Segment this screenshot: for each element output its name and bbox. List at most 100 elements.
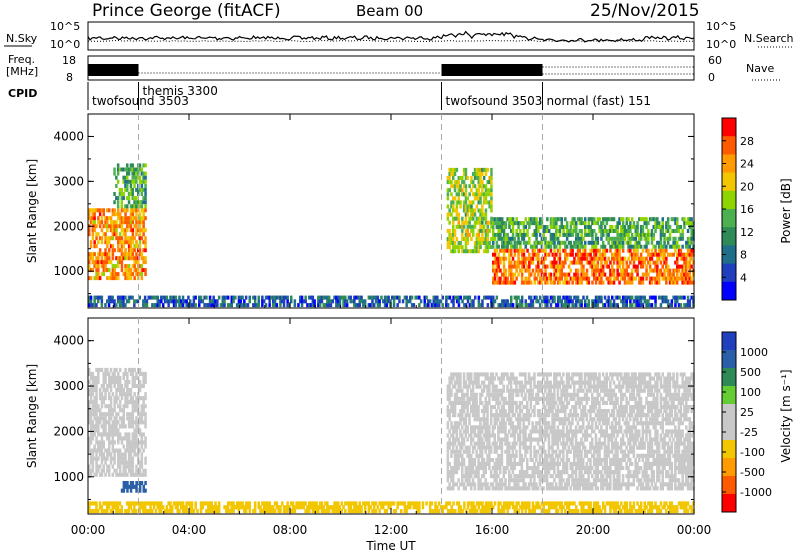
velocity-cell [106, 464, 109, 469]
velocity-cell [488, 453, 491, 458]
power-cell [120, 216, 124, 221]
power-cell [493, 299, 497, 304]
velocity-cell [526, 413, 529, 418]
power-cell [138, 220, 142, 225]
power-cell [131, 236, 135, 241]
power-cell [526, 240, 529, 245]
power-cell [517, 232, 520, 237]
power-cell [529, 221, 533, 226]
velocity-cell [93, 448, 96, 453]
velocity-cell [461, 441, 464, 446]
power-cell [111, 232, 115, 237]
power-cell [654, 225, 657, 229]
power-cell [89, 256, 93, 261]
power-cell [137, 248, 140, 253]
power-cell [535, 240, 538, 245]
power-cell [367, 303, 371, 308]
power-cell [93, 224, 96, 229]
velocity-cell [480, 482, 484, 487]
velocity-cell [95, 412, 98, 417]
velocity-cell [500, 388, 504, 393]
power-cell [605, 260, 609, 265]
velocity-cell [133, 384, 136, 389]
power-cell [575, 225, 578, 229]
power-cell [526, 280, 529, 285]
velocity-cell [571, 461, 574, 466]
power-cell [520, 280, 524, 285]
power-cell [131, 232, 135, 237]
velocity-cell [91, 452, 95, 457]
velocity-cell [554, 482, 558, 487]
velocity-cell [95, 468, 98, 473]
velocity-cell [531, 470, 534, 475]
velocity-cell [448, 486, 451, 491]
power-cell [654, 295, 657, 300]
velocity-cell [135, 396, 138, 401]
power-cell [594, 280, 598, 285]
power-cell [648, 295, 652, 300]
velocity-cell [578, 388, 581, 393]
power-cell [528, 303, 531, 308]
power-cell [553, 232, 556, 237]
power-cell [621, 217, 625, 222]
velocity-cell [106, 404, 109, 409]
power-cell [620, 276, 623, 281]
power-cell [506, 303, 509, 308]
power-cell [453, 216, 457, 221]
power-cell [129, 216, 133, 221]
velocity-cell [484, 405, 487, 410]
velocity-cell [142, 396, 145, 401]
velocity-cell [511, 421, 515, 426]
power-cell [495, 217, 499, 222]
velocity-cell [511, 445, 515, 450]
velocity-cell [459, 372, 462, 377]
power-cell [657, 256, 661, 261]
power-cell [117, 216, 120, 221]
velocity-cell [118, 448, 122, 453]
velocity-cell [466, 437, 469, 442]
velocity-cell [542, 461, 545, 466]
power-cell [205, 295, 208, 300]
power-cell [686, 240, 690, 245]
power-cell [113, 200, 116, 205]
velocity-cell [448, 445, 451, 450]
velocity-cell [131, 456, 135, 461]
velocity-cell [486, 429, 489, 434]
velocity-cell [126, 375, 129, 380]
velocity-cell [93, 416, 96, 421]
velocity-cell [580, 466, 583, 471]
power-cell [670, 229, 674, 233]
power-cell [522, 232, 526, 237]
power-cell [117, 212, 120, 217]
power-cell [571, 299, 574, 304]
power-cell [522, 252, 526, 257]
power-ytick-label: 2000 [53, 219, 84, 233]
power-cell [612, 240, 616, 245]
power-cell [93, 240, 96, 245]
power-cell [674, 217, 677, 222]
power-cell [479, 303, 482, 308]
velocity-cell [495, 372, 498, 377]
velocity-cell [553, 441, 556, 446]
velocity-cell [452, 400, 455, 405]
velocity-cell [486, 384, 489, 389]
power-cell [118, 216, 122, 221]
power-cell [686, 264, 690, 269]
power-cell [641, 248, 645, 253]
power-cell [446, 188, 450, 193]
power-cell [484, 184, 488, 189]
power-cell [88, 264, 91, 269]
velocity-cell [547, 380, 551, 385]
power-cell [453, 241, 457, 245]
velocity-cell [513, 457, 516, 462]
power-cell [544, 225, 547, 229]
velocity-cell [475, 470, 478, 475]
power-cell [89, 208, 93, 213]
power-cell [490, 237, 493, 241]
power-cell [165, 295, 169, 300]
power-cell [620, 272, 623, 277]
power-cell [593, 264, 596, 269]
power-cell [585, 252, 589, 257]
velocity-cell [473, 433, 477, 438]
velocity-cell [461, 433, 464, 438]
